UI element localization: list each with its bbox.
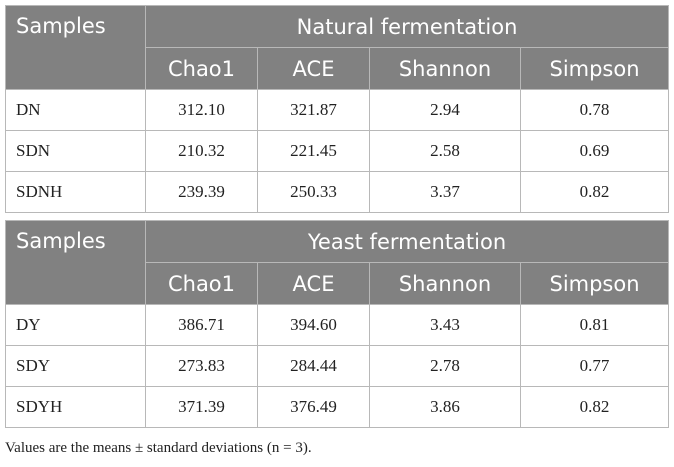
chao1-value: 239.39 [145, 171, 258, 213]
table-footnote: Values are the means ± standard deviatio… [5, 440, 312, 456]
chao1-value: 312.10 [145, 89, 258, 131]
table-row: DY 386.71 394.60 3.43 0.81 [5, 304, 670, 346]
sample-name: DY [5, 304, 146, 346]
sample-name: SDYH [5, 386, 146, 428]
column-header-chao1: Chao1 [145, 262, 258, 305]
shannon-value: 2.78 [369, 345, 521, 387]
chao1-value: 371.39 [145, 386, 258, 428]
column-header-shannon: Shannon [369, 262, 521, 305]
column-header-ace: ACE [257, 47, 370, 90]
ace-value: 394.60 [257, 304, 370, 346]
simpson-value: 0.82 [519, 386, 670, 428]
shannon-value: 3.86 [369, 386, 521, 428]
samples-header: Samples [5, 220, 146, 305]
table-row: SDYH 371.39 376.49 3.86 0.82 [5, 386, 670, 428]
ace-value: 221.45 [257, 130, 370, 172]
shannon-value: 2.58 [369, 130, 521, 172]
table-row: SDNH 239.39 250.33 3.37 0.82 [5, 171, 670, 213]
group-header: Natural fermentation [144, 5, 670, 48]
ace-value: 250.33 [257, 171, 370, 213]
ace-value: 376.49 [257, 386, 370, 428]
simpson-value: 0.77 [519, 345, 670, 387]
shannon-value: 3.37 [369, 171, 521, 213]
simpson-value: 0.69 [519, 130, 670, 172]
sample-name: DN [5, 89, 146, 131]
table-row: DN 312.10 321.87 2.94 0.78 [5, 89, 670, 131]
table-row: SDN 210.32 221.45 2.58 0.69 [5, 130, 670, 172]
ace-value: 284.44 [257, 345, 370, 387]
column-header-simpson: Simpson [519, 262, 670, 305]
chao1-value: 273.83 [145, 345, 258, 387]
column-header-chao1: Chao1 [145, 47, 258, 90]
natural-fermentation-table: Samples Natural fermentation Chao1 ACE S… [5, 5, 670, 213]
simpson-value: 0.78 [519, 89, 670, 131]
simpson-value: 0.81 [519, 304, 670, 346]
chao1-value: 210.32 [145, 130, 258, 172]
table-row: SDY 273.83 284.44 2.78 0.77 [5, 345, 670, 387]
column-header-simpson: Simpson [519, 47, 670, 90]
simpson-value: 0.82 [519, 171, 670, 213]
shannon-value: 3.43 [369, 304, 521, 346]
sample-name: SDY [5, 345, 146, 387]
yeast-fermentation-table: Samples Yeast fermentation Chao1 ACE Sha… [5, 220, 670, 428]
shannon-value: 2.94 [369, 89, 521, 131]
samples-header: Samples [5, 5, 146, 90]
group-header: Yeast fermentation [144, 220, 670, 263]
chao1-value: 386.71 [145, 304, 258, 346]
sample-name: SDNH [5, 171, 146, 213]
column-header-shannon: Shannon [369, 47, 521, 90]
sample-name: SDN [5, 130, 146, 172]
ace-value: 321.87 [257, 89, 370, 131]
column-header-ace: ACE [257, 262, 370, 305]
